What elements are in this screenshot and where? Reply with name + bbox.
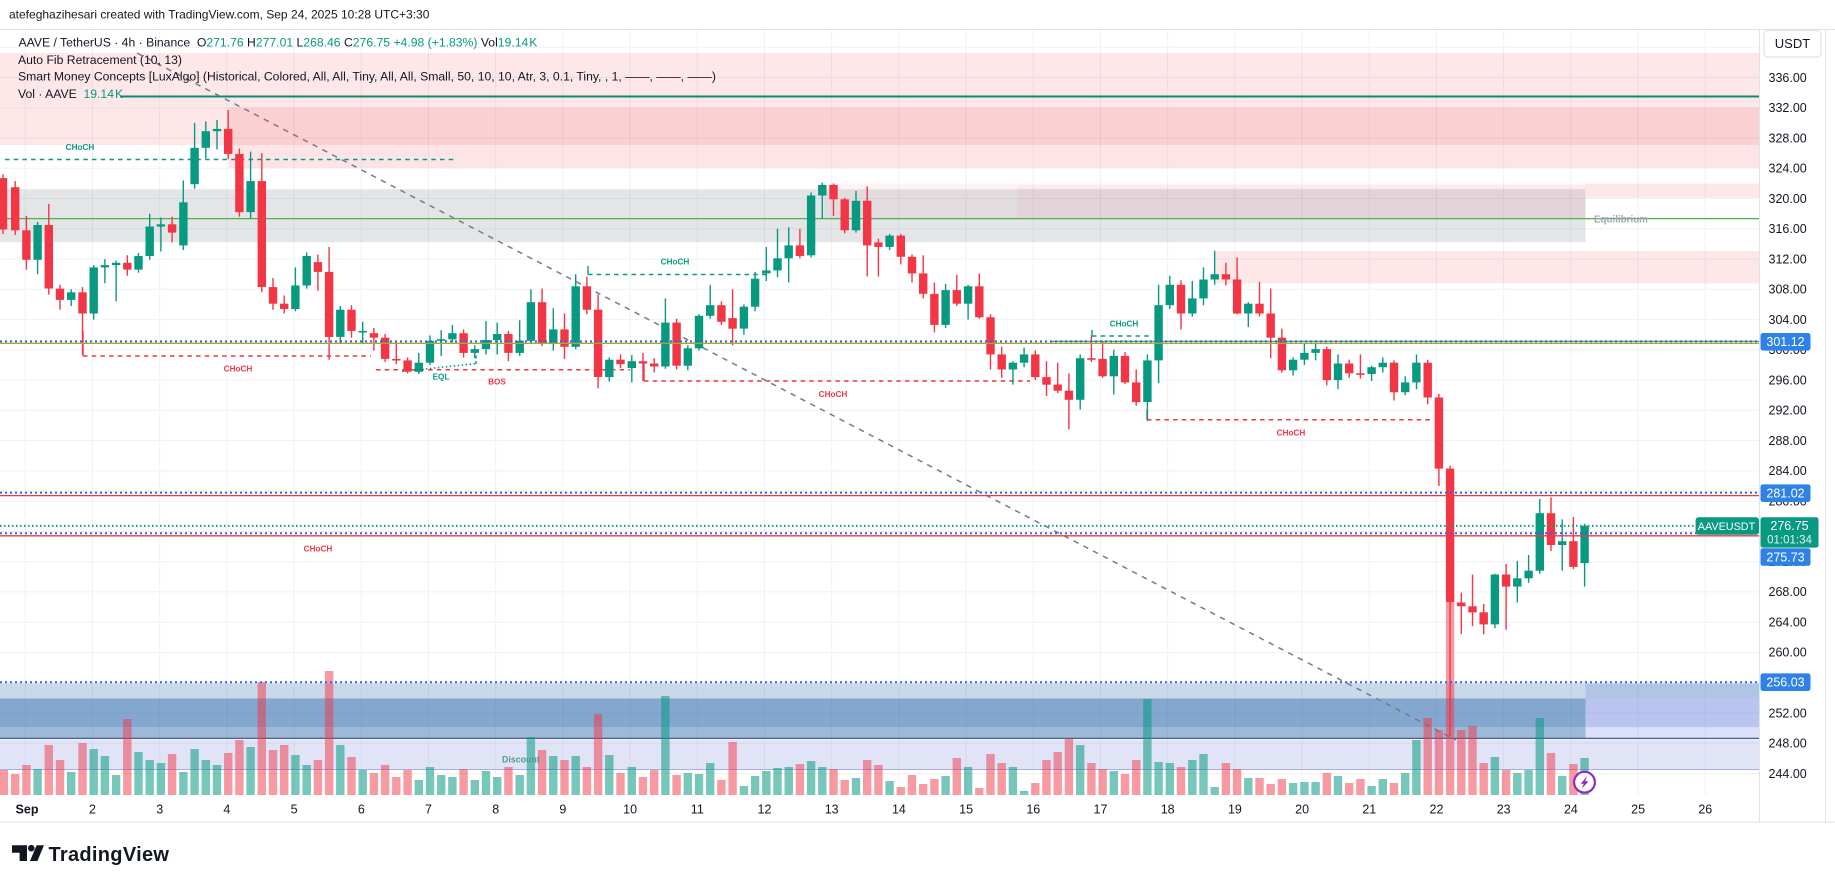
svg-text:5: 5: [291, 803, 298, 817]
svg-text:Auto Fib Retracement (10, 13): Auto Fib Retracement (10, 13): [18, 53, 182, 67]
svg-text:Discount: Discount: [502, 755, 540, 765]
svg-text:301.12: 301.12: [1766, 335, 1804, 349]
svg-text:6: 6: [358, 803, 365, 817]
svg-text:244.00: 244.00: [1769, 767, 1807, 781]
svg-text:Smart Money Concepts [LuxAlgo]: Smart Money Concepts [LuxAlgo] (Historic…: [18, 70, 716, 84]
svg-text:17: 17: [1094, 803, 1108, 817]
svg-text:AAVEUSDT: AAVEUSDT: [1698, 521, 1756, 533]
svg-text:264.00: 264.00: [1769, 616, 1807, 630]
svg-text:CHoCH: CHoCH: [224, 364, 253, 373]
svg-text:USDT: USDT: [1775, 36, 1810, 51]
svg-text:Vol · AAVE 19.14 K: Vol · AAVE 19.14 K: [18, 87, 123, 101]
svg-text:10: 10: [623, 803, 637, 817]
svg-text:EQL: EQL: [433, 372, 450, 381]
svg-text:260.00: 260.00: [1769, 646, 1807, 660]
svg-text:252.00: 252.00: [1769, 706, 1807, 720]
svg-text:308.00: 308.00: [1769, 283, 1807, 297]
svg-text:18: 18: [1161, 803, 1175, 817]
svg-text:268.00: 268.00: [1769, 585, 1807, 599]
svg-text:14: 14: [892, 803, 906, 817]
svg-text:275.73: 275.73: [1766, 550, 1804, 564]
svg-text:9: 9: [559, 803, 566, 817]
svg-text:Sep: Sep: [16, 803, 39, 817]
svg-text:TradingView: TradingView: [49, 844, 170, 866]
svg-text:22: 22: [1430, 803, 1444, 817]
svg-text:312.00: 312.00: [1769, 252, 1807, 266]
svg-text:276.75: 276.75: [1770, 519, 1808, 533]
svg-text:16: 16: [1026, 803, 1040, 817]
svg-text:21: 21: [1362, 803, 1376, 817]
svg-text:8: 8: [492, 803, 499, 817]
svg-text:atefeghazihesari created with: atefeghazihesari created with TradingVie…: [9, 7, 430, 21]
svg-text:12: 12: [758, 803, 772, 817]
svg-text:BOS: BOS: [488, 378, 506, 387]
svg-text:281.02: 281.02: [1766, 487, 1804, 501]
svg-text:3: 3: [156, 803, 163, 817]
svg-text:2: 2: [89, 803, 96, 817]
svg-text:284.00: 284.00: [1769, 464, 1807, 478]
svg-text:CHoCH: CHoCH: [1110, 320, 1139, 329]
svg-text:AAVE / TetherUS · 4h · Binance: AAVE / TetherUS · 4h · Binance O271.76 H…: [19, 36, 538, 50]
svg-text:23: 23: [1497, 803, 1511, 817]
svg-text:25: 25: [1631, 803, 1645, 817]
svg-text:CHoCH: CHoCH: [819, 390, 848, 399]
svg-text:328.00: 328.00: [1769, 131, 1807, 145]
svg-text:20: 20: [1295, 803, 1309, 817]
svg-text:256.03: 256.03: [1766, 676, 1804, 690]
svg-text:292.00: 292.00: [1769, 404, 1807, 418]
svg-text:7: 7: [425, 803, 432, 817]
svg-text:24: 24: [1564, 803, 1578, 817]
svg-text:CHoCH: CHoCH: [1277, 428, 1306, 437]
svg-text:15: 15: [959, 803, 973, 817]
svg-text:CHoCH: CHoCH: [66, 143, 95, 152]
svg-text:288.00: 288.00: [1769, 434, 1807, 448]
svg-text:332.00: 332.00: [1769, 101, 1807, 115]
svg-text:248.00: 248.00: [1769, 737, 1807, 751]
svg-text:CHoCH: CHoCH: [661, 258, 690, 267]
svg-text:26: 26: [1698, 803, 1712, 817]
svg-text:336.00: 336.00: [1769, 71, 1807, 85]
svg-text:Equilibrium: Equilibrium: [1594, 215, 1648, 226]
svg-text:CHoCH: CHoCH: [304, 545, 333, 554]
svg-text:13: 13: [825, 803, 839, 817]
svg-text:01:01:34: 01:01:34: [1767, 535, 1812, 547]
svg-text:296.00: 296.00: [1769, 373, 1807, 387]
svg-text:324.00: 324.00: [1769, 162, 1807, 176]
svg-text:4: 4: [223, 803, 230, 817]
svg-text:316.00: 316.00: [1769, 222, 1807, 236]
svg-text:11: 11: [691, 803, 704, 817]
svg-text:304.00: 304.00: [1769, 313, 1807, 327]
svg-text:320.00: 320.00: [1769, 192, 1807, 206]
svg-text:19: 19: [1228, 803, 1242, 817]
